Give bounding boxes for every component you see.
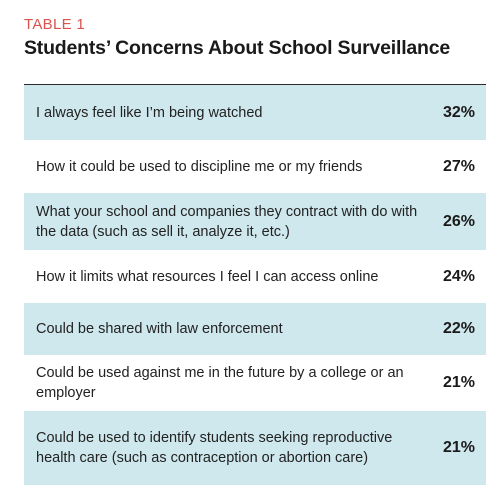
row-value: 22% [442,320,475,337]
row-label: What your school and companies they cont… [36,203,418,240]
table-row: Could be used to identify students seeki… [24,411,486,485]
row-label: How it could be used to discipline me or… [36,158,363,175]
row-label: I always feel like I’m being watched [36,104,263,121]
row-value: 24% [442,267,475,285]
table-label: TABLE 1 [24,16,86,33]
table-row: How it could be used to discipline me or… [24,140,486,193]
table-row: I always feel like I’m being watched 32% [24,85,486,140]
table-title: Students’ Concerns About School Surveill… [24,37,451,59]
table-row: Could be used against me in the future b… [24,355,486,411]
row-value: 32% [442,103,475,121]
table-row: What your school and companies they cont… [24,193,486,250]
row-label: How it limits what resources I feel I ca… [36,268,379,285]
row-label: Could be used to identify students seeki… [36,430,393,466]
row-label: Could be used against me in the future b… [36,365,404,401]
row-label: Could be shared with law enforcement [36,321,283,337]
row-value: 21% [442,374,475,391]
row-value: 26% [442,212,475,230]
row-value: 27% [442,157,475,175]
concerns-table: I always feel like I’m being watched 32%… [24,84,486,485]
table-row: How it limits what resources I feel I ca… [24,250,486,303]
table-row: Could be shared with law enforcement 22% [24,303,486,355]
row-value: 21% [442,439,475,456]
